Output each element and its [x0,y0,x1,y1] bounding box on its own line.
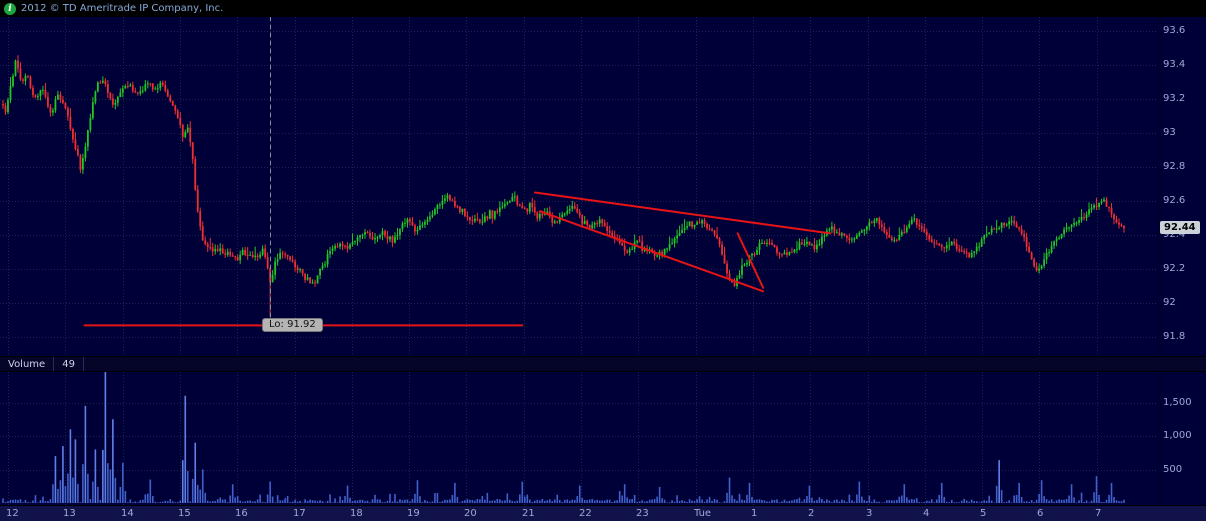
volume-chart-canvas[interactable] [0,372,1158,505]
price-tick-label: 92 [1163,297,1176,309]
price-chart-panel[interactable]: Lo: 91.92 [0,17,1158,356]
price-pane: Lo: 91.92 92.44 93.6 93.4 93.2 93 92.8 92.6 92… [0,17,1206,356]
price-tick-label: 92.6 [1163,194,1186,206]
time-tick-label: 2 [808,508,815,519]
time-tick-label: 14 [121,508,134,519]
time-tick-label: 15 [178,508,191,519]
time-tick-label: Tue [694,508,712,519]
last-price-badge: 92.44 [1160,221,1200,235]
volume-header-bar: Volume 49 [0,356,1206,372]
price-tick-label: 91.8 [1163,331,1186,343]
time-tick-label: 5 [980,508,987,519]
volume-tick-label: 1,000 [1163,430,1192,441]
volume-axis[interactable]: 1,500 1,000 500 [1158,372,1206,505]
time-tick-label: 6 [1037,508,1044,519]
price-tick-label: 93.4 [1163,58,1186,70]
time-tick-label: 13 [63,508,76,519]
volume-tick-label: 1,500 [1163,396,1192,408]
volume-chart-panel[interactable] [0,372,1158,505]
volume-study-label[interactable]: Volume [0,357,55,371]
time-tick-label: 16 [235,508,248,519]
volume-pane: 1,500 1,000 500 [0,372,1206,505]
price-tick-label: 93 [1163,126,1176,138]
time-axis[interactable]: 12 13 14 15 16 17 18 19 20 21 22 23 Tue 1 2 3 4 5 6 7 [0,505,1206,521]
time-tick-label: 4 [923,508,930,519]
time-tick-label: 21 [522,508,535,519]
price-tick-label: 92.8 [1163,160,1186,172]
price-tick-label: 92.4 [1163,229,1186,241]
time-tick-label: 7 [1095,508,1102,519]
time-tick-label: 20 [464,508,477,519]
time-tick-label: 12 [6,508,19,519]
price-tick-label: 93.2 [1163,92,1186,104]
volume-tick-label: 500 [1163,463,1183,475]
price-tick-label: 93.6 [1163,24,1186,36]
copyright-text: 2012 © TD Ameritrade IP Company, Inc. [21,3,224,14]
session-low-badge[interactable]: Lo: 91.92 [262,318,323,333]
info-icon[interactable]: i [4,2,16,15]
price-chart-canvas[interactable] [0,17,1158,356]
price-axis[interactable]: 92.44 93.6 93.4 93.2 93 92.8 92.6 92.4 92.2 92 91… [1158,17,1206,356]
time-tick-label: 3 [866,508,873,519]
chart-header-bar: i 2012 © TD Ameritrade IP Company, Inc. [0,0,1206,17]
time-tick-label: 22 [579,508,592,519]
time-tick-label: 1 [751,508,758,519]
time-tick-label: 17 [293,508,306,519]
price-tick-label: 92.2 [1163,263,1186,275]
volume-last-value: 49 [54,357,84,371]
time-tick-label: 18 [350,508,363,519]
time-tick-label: 23 [636,508,649,519]
time-tick-label: 19 [407,508,420,519]
